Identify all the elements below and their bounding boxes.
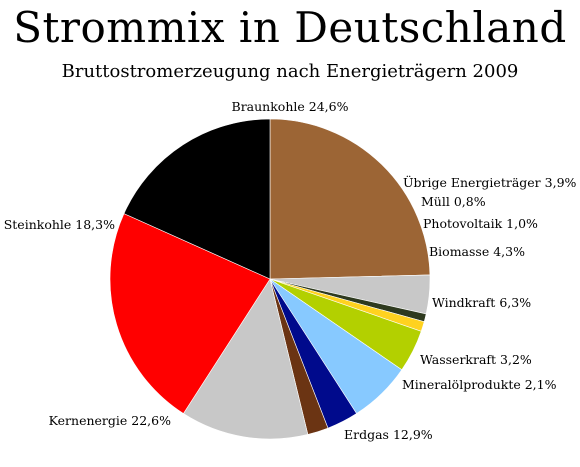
slice-label-übrige-energieträger: Übrige Energieträger 3,9% bbox=[403, 174, 577, 190]
slice-label-name: Kernenergie bbox=[49, 413, 132, 428]
chart-title: Strommix in Deutschland bbox=[13, 3, 567, 52]
slice-label-erdgas: Erdgas 12,9% bbox=[344, 427, 433, 442]
slice-label-value: 18,3% bbox=[75, 217, 115, 232]
chart-subtitle: Bruttostromerzeugung nach Energieträgern… bbox=[61, 61, 519, 82]
slice-label-name: Biomasse bbox=[429, 244, 493, 259]
slice-label-value: 4,3% bbox=[493, 244, 525, 259]
slice-label-value: 6,3% bbox=[499, 295, 531, 310]
slice-label-photovoltaik: Photovoltaik 1,0% bbox=[423, 216, 538, 231]
slice-label-wasserkraft: Wasserkraft 3,2% bbox=[420, 352, 532, 367]
pie-slices bbox=[109, 118, 431, 440]
slice-label-value: 1,0% bbox=[506, 216, 538, 231]
pie-slice-steinkohle bbox=[123, 118, 271, 280]
slice-label-name: Photovoltaik bbox=[423, 216, 506, 231]
slice-label-value: 2,1% bbox=[525, 377, 557, 392]
slice-label-steinkohle: Steinkohle 18,3% bbox=[4, 217, 115, 232]
slice-label-value: 3,2% bbox=[500, 352, 532, 367]
slice-label-name: Erdgas bbox=[344, 427, 393, 442]
slice-label-value: 12,9% bbox=[393, 427, 433, 442]
pie-labels: Braunkohle 24,6% Übrige Energieträger 3,9… bbox=[4, 99, 577, 442]
pie-slice-kernenergie bbox=[109, 213, 271, 414]
slice-label-value: 24,6% bbox=[309, 99, 349, 114]
slice-label-biomasse: Biomasse 4,3% bbox=[429, 244, 525, 259]
slice-label-value: 0,8% bbox=[454, 194, 486, 209]
pie-slice-braunkohle bbox=[269, 118, 431, 280]
slice-label-braunkohle: Braunkohle 24,6% bbox=[232, 99, 349, 114]
slice-label-name: Mineralölprodukte bbox=[402, 377, 525, 392]
slice-label-name: Steinkohle bbox=[4, 217, 76, 232]
slice-label-name: Wasserkraft bbox=[420, 352, 500, 367]
slice-label-name: Windkraft bbox=[432, 295, 499, 310]
slice-label-value: 22,6% bbox=[131, 413, 171, 428]
slice-label-mineralölprodukte: Mineralölprodukte 2,1% bbox=[402, 377, 557, 392]
slice-label-windkraft: Windkraft 6,3% bbox=[432, 295, 531, 310]
slice-label-müll: Müll 0,8% bbox=[421, 194, 486, 209]
slice-label-kernenergie: Kernenergie 22,6% bbox=[49, 413, 171, 428]
slice-label-name: Braunkohle bbox=[232, 99, 309, 114]
pie-slice-erdgas bbox=[183, 278, 309, 440]
slice-label-value: 3,9% bbox=[545, 175, 577, 190]
slice-label-name: Übrige Energieträger bbox=[403, 174, 545, 190]
slice-label-name: Müll bbox=[421, 194, 454, 209]
